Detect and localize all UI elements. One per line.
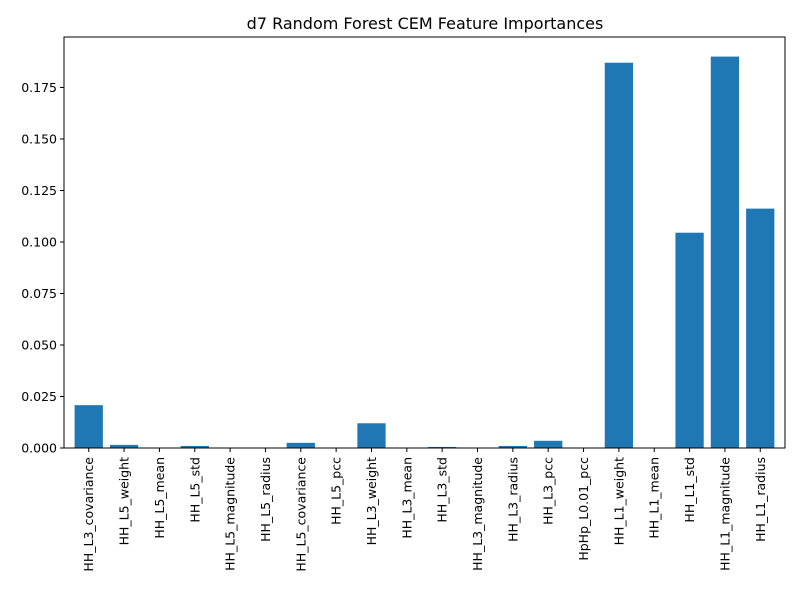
bars-group	[74, 56, 775, 448]
y-tick-label: 0.000	[21, 441, 57, 456]
x-tick-label: HH_L3_covariance	[81, 457, 96, 572]
bar-HH_L1_radius	[746, 208, 775, 448]
bar-HH_L3_weight	[357, 423, 386, 448]
x-axis-ticks: HH_L3_covariance HH_L5_weight HH_L5_mean HH…	[81, 448, 768, 572]
x-tick-label: HH_L1_magnitude	[717, 457, 732, 571]
x-tick-label: HH_L3_pcc	[541, 457, 556, 525]
y-tick-label: 0.175	[21, 80, 57, 95]
x-tick-label: HH_L5_magnitude	[223, 457, 238, 571]
x-tick-label: HH_L5_pcc	[329, 457, 344, 525]
x-tick-label: HH_L1_std	[682, 457, 697, 523]
plot-frame	[63, 36, 786, 449]
bar-HH_L3_pcc	[534, 440, 563, 448]
x-tick-label: HH_L5_weight	[117, 457, 132, 545]
x-tick-label: HH_L1_mean	[647, 457, 662, 539]
y-tick-label: 0.100	[21, 234, 57, 249]
x-tick-label: HH_L5_mean	[152, 457, 167, 539]
bar-HH_L3_covariance	[74, 405, 103, 448]
bar-HH_L1_std	[675, 232, 704, 448]
bar-HH_L5_weight	[109, 444, 139, 448]
y-tick-label: 0.125	[21, 183, 57, 198]
x-tick-label: HpHp_L0.01_pcc	[576, 457, 591, 561]
bar-HH_L3_std	[428, 446, 457, 448]
x-tick-label: HH_L5_std	[187, 457, 202, 523]
chart-title: d7 Random Forest CEM Feature Importances	[247, 14, 604, 33]
x-tick-label: HH_L3_std	[435, 457, 450, 523]
bar-HH_L1_weight	[604, 62, 634, 448]
x-tick-label: HH_L3_mean	[399, 457, 414, 539]
bar-HH_L3_radius	[498, 445, 527, 448]
y-tick-label: 0.025	[21, 389, 57, 404]
y-axis-ticks: 0.000 0.025 0.050 0.075 0.100 0.125 0.150 0.175	[21, 80, 64, 456]
x-tick-label: HH_L1_radius	[753, 457, 768, 542]
x-tick-label: HH_L5_covariance	[293, 457, 308, 572]
bar-HH_L5_std	[180, 445, 209, 448]
y-tick-label: 0.150	[21, 131, 57, 146]
y-tick-label: 0.050	[21, 337, 57, 352]
x-tick-label: HH_L3_radius	[505, 457, 520, 542]
x-tick-label: HH_L3_magnitude	[470, 457, 485, 571]
bar-HH_L1_magnitude	[710, 56, 740, 448]
x-tick-label: HH_L1_weight	[611, 457, 626, 545]
bar-HH_L5_covariance	[286, 442, 315, 448]
x-tick-label: HH_L5_radius	[258, 457, 273, 542]
x-tick-label: HH_L3_weight	[364, 457, 379, 545]
y-tick-label: 0.075	[21, 286, 57, 301]
